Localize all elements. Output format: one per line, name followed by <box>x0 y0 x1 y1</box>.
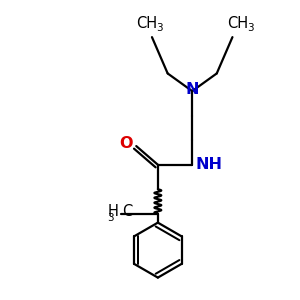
Text: 3: 3 <box>157 23 163 33</box>
Text: 3: 3 <box>247 23 253 33</box>
Text: 3: 3 <box>107 213 114 223</box>
Text: CH: CH <box>136 16 158 31</box>
Text: H: H <box>108 204 118 219</box>
Text: N: N <box>185 82 199 97</box>
Text: C: C <box>122 204 133 219</box>
Text: CH: CH <box>227 16 248 31</box>
Text: O: O <box>120 136 133 151</box>
Text: NH: NH <box>195 157 222 172</box>
